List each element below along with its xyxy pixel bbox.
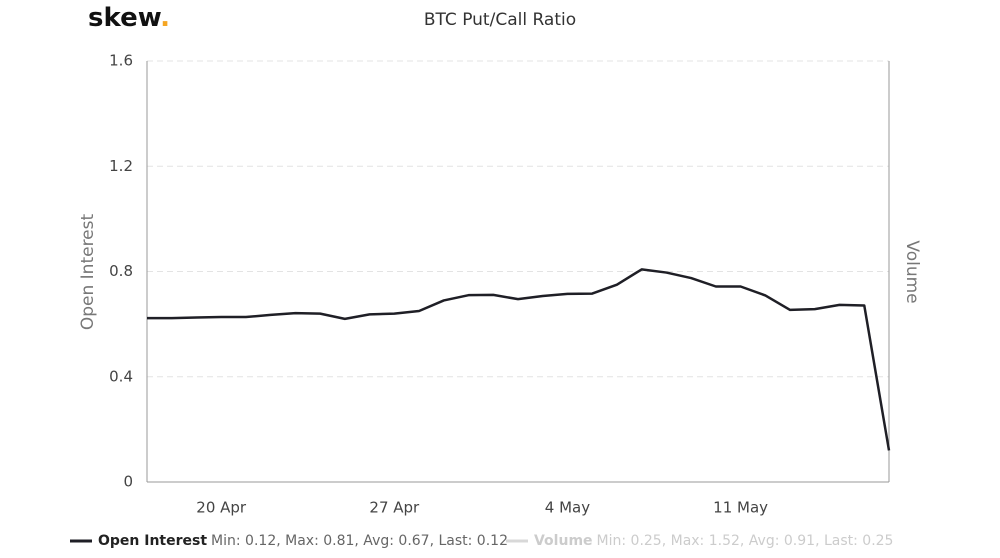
data-line [147,268,891,451]
legend-text: Open Interest Min: 0.12, Max: 0.81, Avg: … [98,533,508,549]
legend-name: Open Interest [98,533,207,549]
y-tick-label: 1.2 [109,157,133,175]
y-tick-label: 0.4 [109,367,133,385]
y-tick-label: 0 [123,473,133,491]
legend-text: Volume Min: 0.25, Max: 1.52, Avg: 0.91, L… [534,533,893,549]
x-tick-label: 27 Apr [369,499,420,517]
y-axis-label: Open Interest [78,214,98,331]
chart-title: BTC Put/Call Ratio [424,10,576,30]
legend-name: Volume [534,533,593,549]
x-tick-label: 11 May [713,499,768,517]
y2-axis-label: Volume [902,240,922,303]
logo: skew. [88,3,170,33]
y-tick-label: 1.6 [109,52,133,70]
logo-text: skew [88,3,162,33]
legend-stats: Min: 0.12, Max: 0.81, Avg: 0.67, Last: 0… [211,533,508,549]
y-tick-label: 0.8 [109,262,133,280]
x-tick-label: 20 Apr [196,499,247,517]
x-tick-label: 4 May [545,499,590,517]
legend-item: Open Interest Min: 0.12, Max: 0.81, Avg: … [70,533,508,549]
legend-item: Volume Min: 0.25, Max: 1.52, Avg: 0.91, L… [505,533,893,549]
legend-stats: Min: 0.25, Max: 1.52, Avg: 0.91, Last: 0… [597,533,894,549]
logo-dot: . [160,3,170,33]
